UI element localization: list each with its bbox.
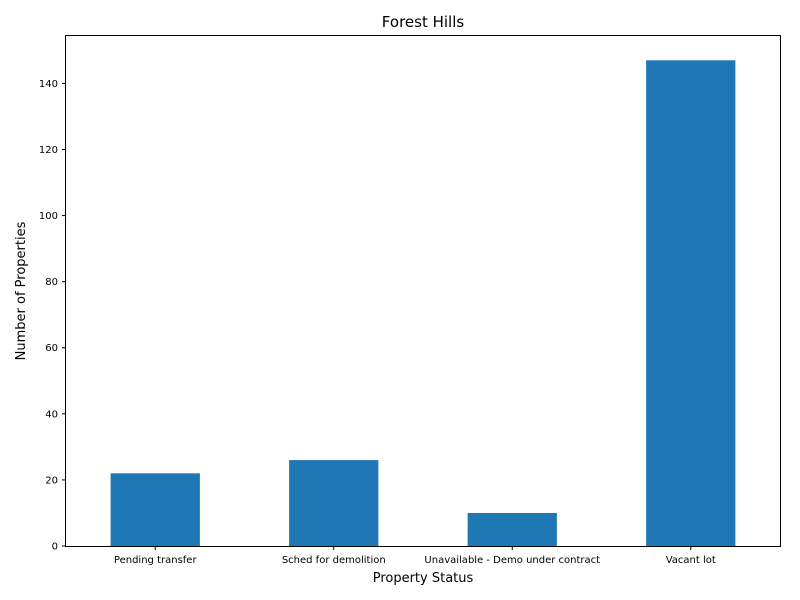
y-tick-label-4: 80 <box>45 277 58 288</box>
y-tick-label-2: 40 <box>45 409 58 420</box>
x-tick-label-1: Sched for demolition <box>282 555 386 566</box>
y-tick-label-0: 0 <box>52 542 58 553</box>
x-tick-label-2: Unavailable - Demo under contract <box>424 555 600 566</box>
plot-frame <box>65 35 781 547</box>
bar-2 <box>467 512 557 546</box>
chart-title: Forest Hills <box>382 13 465 31</box>
y-tick-label-7: 140 <box>39 79 58 90</box>
x-axis-ticks: Pending transfer Sched for demolition Unav… <box>114 546 716 566</box>
x-tick-label-3: Vacant lot <box>666 555 716 566</box>
y-tick-label-6: 120 <box>39 145 58 156</box>
y-tick-label-5: 100 <box>39 211 58 222</box>
y-tick-label-3: 60 <box>45 343 58 354</box>
bar-1 <box>289 460 379 546</box>
bar-3 <box>646 60 736 547</box>
bar-0 <box>110 473 200 546</box>
x-tick-label-0: Pending transfer <box>114 555 198 566</box>
y-axis-ticks: 0 20 40 60 80 100 120 140 <box>39 79 66 553</box>
y-tick-label-1: 20 <box>45 475 58 486</box>
y-axis-label: Number of Properties <box>14 221 29 360</box>
x-axis-label: Property Status <box>373 571 474 586</box>
bars-group <box>110 60 736 547</box>
